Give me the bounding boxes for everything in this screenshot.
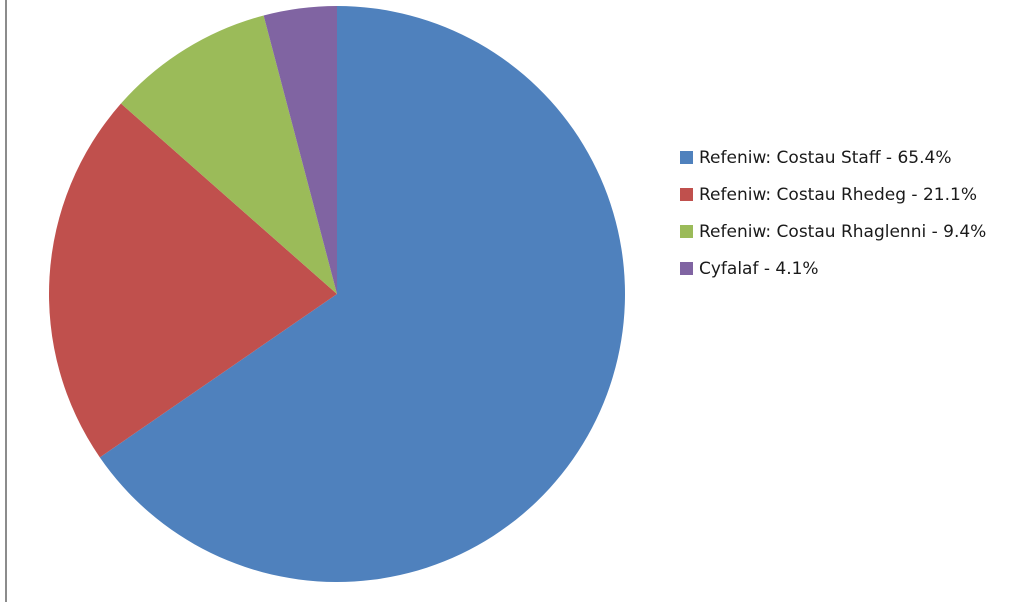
legend-label: Refeniw: Costau Rhedeg - 21.1%	[699, 185, 977, 205]
legend-entry: Refeniw: Costau Rhaglenni - 9.4%	[680, 219, 1010, 246]
pie-slice	[263, 5, 337, 294]
legend-label: Cyfalaf - 4.1%	[699, 259, 819, 279]
legend-entry: Refeniw: Costau Staff - 65.4%	[680, 145, 1010, 172]
legend-swatch	[680, 188, 693, 201]
pie-slice	[48, 103, 338, 458]
pie-slices	[48, 5, 626, 582]
legend-swatch	[680, 262, 693, 275]
legend-label: Refeniw: Costau Rhaglenni - 9.4%	[699, 222, 987, 242]
pie-slice	[99, 6, 626, 582]
legend-entry: Cyfalaf - 4.1%	[680, 256, 1010, 283]
chart-legend: Refeniw: Costau Staff - 65.4% Refeniw: C…	[680, 145, 1010, 293]
legend-swatch	[680, 225, 693, 238]
pie-slice	[120, 15, 337, 295]
legend-swatch	[680, 151, 693, 164]
chart-frame-left-border	[0, 0, 7, 602]
legend-label: Refeniw: Costau Staff - 65.4%	[699, 148, 952, 168]
legend-entry: Refeniw: Costau Rhedeg - 21.1%	[680, 182, 1010, 209]
